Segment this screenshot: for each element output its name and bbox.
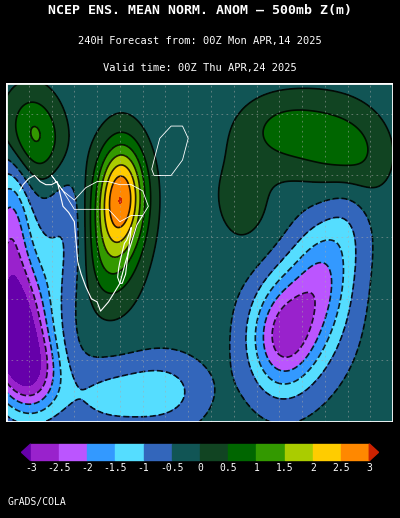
Text: -1.5: -1.5: [104, 463, 127, 473]
Bar: [115, 444, 144, 461]
Bar: [31, 444, 59, 461]
Text: -1: -1: [138, 463, 150, 473]
Text: 3: 3: [366, 463, 372, 473]
Text: -0.5: -0.5: [160, 463, 184, 473]
Text: -2.5: -2.5: [47, 463, 71, 473]
Bar: [285, 444, 313, 461]
Bar: [144, 444, 172, 461]
Bar: [341, 444, 369, 461]
Text: 1.5: 1.5: [276, 463, 294, 473]
Text: NCEP ENS. MEAN NORM. ANOM – 500mb Z(m): NCEP ENS. MEAN NORM. ANOM – 500mb Z(m): [48, 4, 352, 17]
Bar: [228, 444, 256, 461]
Bar: [172, 444, 200, 461]
Text: 2.5: 2.5: [332, 463, 350, 473]
Text: 240H Forecast from: 00Z Mon APR,14 2025: 240H Forecast from: 00Z Mon APR,14 2025: [78, 36, 322, 46]
Polygon shape: [369, 444, 378, 461]
Text: -3: -3: [25, 463, 36, 473]
Bar: [200, 444, 228, 461]
Bar: [59, 444, 87, 461]
Bar: [87, 444, 115, 461]
Text: 2: 2: [310, 463, 316, 473]
Text: 0: 0: [197, 463, 203, 473]
Text: 0.5: 0.5: [220, 463, 237, 473]
Text: -2: -2: [81, 463, 93, 473]
Bar: [256, 444, 285, 461]
Text: 1: 1: [254, 463, 259, 473]
Text: Valid time: 00Z Thu APR,24 2025: Valid time: 00Z Thu APR,24 2025: [103, 63, 297, 73]
Polygon shape: [22, 444, 31, 461]
Bar: [313, 444, 341, 461]
Text: GrADS/COLA: GrADS/COLA: [8, 497, 67, 507]
